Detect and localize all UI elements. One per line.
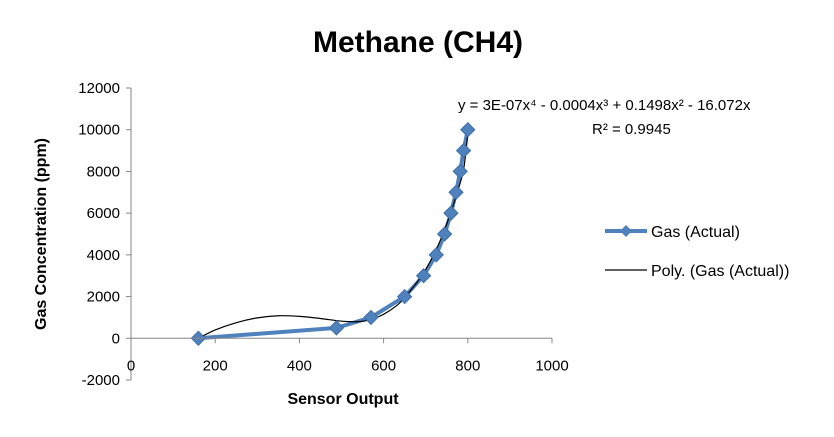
data-point [455,142,472,159]
trendline-r-squared: R² = 0.9945 [592,121,671,138]
x-tick-label: 800 [455,357,480,374]
legend-marker-actual [620,225,632,237]
data-point [448,184,464,200]
plot-area [190,122,476,346]
x-tick-label: 1000 [535,357,568,374]
data-point [443,205,459,221]
data-point [460,122,476,138]
axes: -2000 0 2000 4000 6000 8000 10000 12000 0 200 400 6… [78,80,568,389]
legend: Gas (Actual) Poly. (Gas (Actual)) [605,224,789,280]
data-point [415,268,432,284]
y-tick-label: 0 [112,330,120,347]
chart-title: Methane (CH4) [313,26,523,59]
data-point [363,309,379,326]
data-point [328,320,345,336]
y-tick-label: 2000 [87,289,120,306]
data-point [452,163,468,180]
x-axis-title: Sensor Output [287,391,399,408]
y-tick-label: 10000 [78,122,120,139]
y-tick-label: 8000 [87,163,120,180]
legend-label-trend: Poly. (Gas (Actual)) [651,263,789,280]
x-tick-label: 600 [371,357,396,374]
y-tick-label: 6000 [87,205,120,222]
x-tick-label: 0 [127,357,135,374]
data-point [436,226,453,242]
data-point [396,288,413,305]
series-line [198,129,470,341]
data-point [428,247,444,263]
x-tick-label: 400 [287,357,312,374]
legend-label-actual: Gas (Actual) [651,224,740,241]
y-tick-label: 4000 [87,247,120,264]
y-axis-title: Gas Concentration (ppm) [33,138,50,330]
trendline-equation: y = 3E-07x⁴ - 0.0004x³ + 0.1498x² - 16.0… [458,97,751,114]
y-tick-label: -2000 [82,372,120,389]
trendline-curve [198,133,469,339]
y-tick-label: 12000 [78,80,120,97]
x-tick-label: 200 [203,357,228,374]
